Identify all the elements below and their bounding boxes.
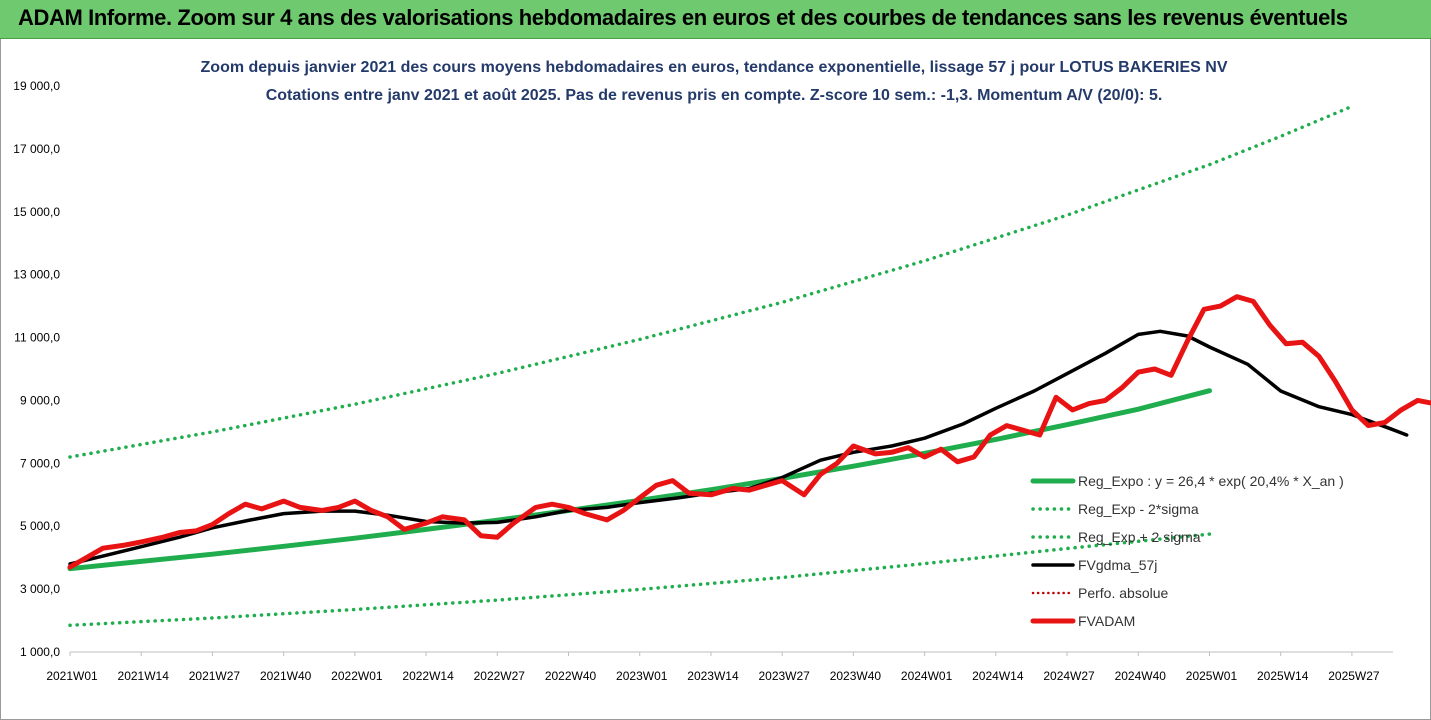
y-tick-label: 13 000,0 (13, 268, 60, 282)
plot-area (67, 104, 1431, 628)
x-tick-label: 2025W14 (1257, 669, 1309, 683)
x-tick-label: 2025W27 (1328, 669, 1380, 683)
y-tick-label: 9 000,0 (20, 393, 60, 407)
report-title: ADAM Informe. Zoom sur 4 ans des valoris… (18, 5, 1348, 30)
x-tick-label: 2023W40 (830, 669, 882, 683)
x-tick-label: 2021W14 (118, 669, 170, 683)
legend-entry-label: Reg_Expo : y = 26,4 * exp( 20,4% * X_an … (1078, 473, 1344, 489)
x-tick-label: 2023W01 (616, 669, 668, 683)
y-tick-label: 7 000,0 (20, 456, 60, 470)
x-tick-label: 2022W01 (331, 669, 383, 683)
x-tick-label: 2022W40 (545, 669, 597, 683)
fvadam-line (67, 294, 1431, 570)
report-banner: ADAM Informe. Zoom sur 4 ans des valoris… (0, 0, 1431, 39)
x-tick-label: 2023W27 (758, 669, 810, 683)
x-tick-label: 2024W40 (1115, 669, 1167, 683)
y-tick-label: 1 000,0 (20, 645, 60, 659)
legend-entry-label: FVADAM (1078, 613, 1135, 629)
y-tick-label: 15 000,0 (13, 205, 60, 219)
x-tick-label: 2022W27 (474, 669, 526, 683)
legend-entry-label: Perfo. absolue (1078, 585, 1168, 601)
y-tick-label: 17 000,0 (13, 142, 60, 156)
y-tick-label: 11 000,0 (14, 331, 60, 345)
axes: 1 000,0 3 000,0 5 000,0 7 000,0 9 000,0 11 00… (13, 79, 1393, 683)
x-tick-label: 2024W01 (901, 669, 953, 683)
y-tick-label: 3 000,0 (20, 582, 60, 596)
reg-exp-plus-2sigma-line (68, 104, 1354, 459)
x-tick-label: 2021W01 (46, 669, 98, 683)
fvgdma-57j-line (68, 329, 1409, 566)
legend-entry-label: FVgdma_57j (1078, 557, 1157, 573)
legend-entry-label: Reg_Exp - 2*sigma (1078, 501, 1199, 517)
x-tick-label: 2022W14 (402, 669, 454, 683)
legend: Reg_Expo : y = 26,4 * exp( 20,4% * X_an … (1030, 473, 1344, 629)
chart-title-line2: Cotations entre janv 2021 et août 2025. … (266, 87, 1163, 104)
x-tick-label: 2021W27 (189, 669, 241, 683)
legend-entry-label: Reg_Exp + 2 sigma (1078, 529, 1201, 545)
x-tick-label: 2023W14 (687, 669, 739, 683)
y-tick-label: 19 000,0 (13, 79, 60, 93)
x-tick-label: 2021W40 (260, 669, 312, 683)
y-tick-label: 5 000,0 (20, 519, 60, 533)
x-tick-label: 2025W01 (1186, 669, 1238, 683)
x-tick-label: 2024W14 (972, 669, 1024, 683)
reg-exp-minus-2sigma-line (68, 532, 1212, 628)
chart-title-line1: Zoom depuis janvier 2021 des cours moyen… (201, 59, 1228, 76)
x-tick-label: 2024W27 (1043, 669, 1095, 683)
